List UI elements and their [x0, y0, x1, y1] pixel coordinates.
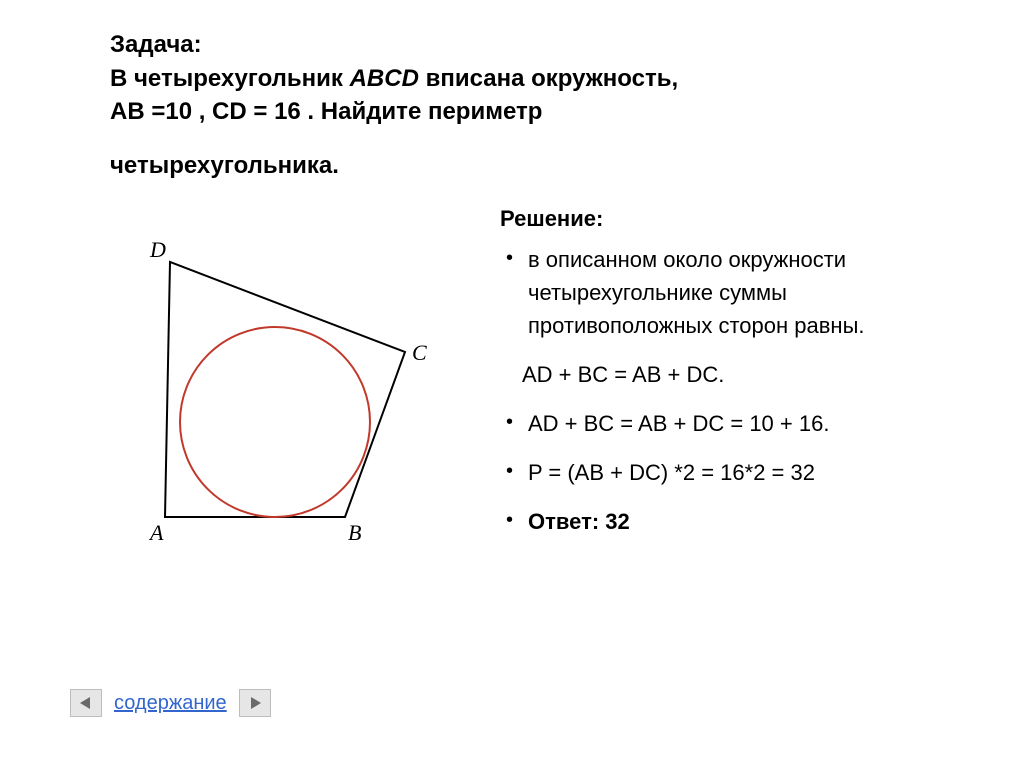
- answer-label: Ответ: [528, 509, 592, 534]
- problem-line2: AB =10 , CD = 16 . Найдите периметр: [110, 95, 974, 129]
- solution-step1: в описанном около окружности четырехугол…: [500, 243, 974, 342]
- vertex-label-b: B: [348, 520, 361, 545]
- problem-line1-a: В четырехугольник: [110, 65, 350, 92]
- inscribed-circle: [180, 327, 370, 517]
- problem-header: Задача: В четырехугольник ABCD вписана о…: [110, 28, 974, 182]
- problem-abcd: ABCD: [350, 65, 419, 92]
- vertex-label-c: C: [412, 340, 427, 365]
- vertex-label-d: D: [149, 237, 166, 262]
- diagram-area: D C A B: [110, 202, 470, 562]
- geometry-figure: D C A B: [110, 202, 450, 562]
- problem-label: Задача:: [110, 28, 974, 62]
- problem-line3: четырехугольника.: [110, 149, 974, 183]
- content-row: D C A B Решение: в описанном около окруж…: [110, 202, 974, 562]
- solution-equation: AD + BC = AB + DC.: [500, 358, 974, 391]
- solution-answer: Ответ: 32: [500, 505, 974, 538]
- triangle-right-icon: [247, 695, 263, 711]
- toc-link[interactable]: содержание: [114, 692, 227, 715]
- quadrilateral: [165, 262, 405, 517]
- solution-step2: AD + BC = AB + DC = 10 + 16.: [500, 407, 974, 440]
- solution-area: Решение: в описанном около окружности че…: [470, 202, 974, 554]
- solution-label: Решение:: [500, 202, 974, 235]
- vertex-label-a: A: [148, 520, 164, 545]
- problem-line1-c: вписана окружность,: [419, 65, 678, 92]
- problem-line1: В четырехугольник ABCD вписана окружност…: [110, 62, 974, 96]
- navigation-footer: содержание: [70, 689, 271, 717]
- next-button[interactable]: [239, 689, 271, 717]
- triangle-left-icon: [78, 695, 94, 711]
- answer-value: : 32: [592, 509, 630, 534]
- prev-button[interactable]: [70, 689, 102, 717]
- solution-step3: P = (AB + DC) *2 = 16*2 = 32: [500, 456, 974, 489]
